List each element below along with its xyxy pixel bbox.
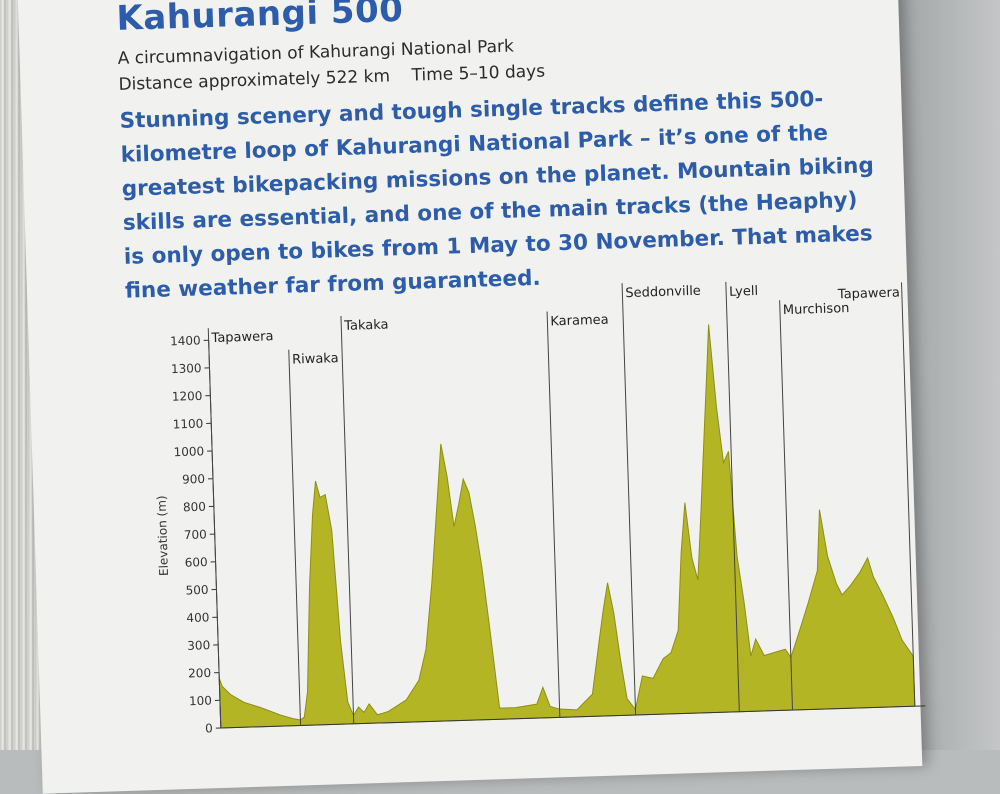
y-tick-label: 1400 xyxy=(170,333,201,348)
y-tick-label: 700 xyxy=(184,527,207,542)
town-label: Seddonville xyxy=(625,284,701,301)
elevation-area xyxy=(209,318,915,728)
town-label: Riwaka xyxy=(292,351,339,367)
y-tick-label: 600 xyxy=(184,555,207,570)
y-tick-label: 800 xyxy=(183,500,206,515)
town-label: Murchison xyxy=(783,301,850,318)
y-tick-label: 300 xyxy=(187,638,210,653)
y-tick-label: 900 xyxy=(182,472,205,487)
time-text: Time 5–10 days xyxy=(411,61,545,85)
town-label: Takaka xyxy=(343,318,389,334)
town-marker-line xyxy=(780,300,793,710)
town-label: Tapawera xyxy=(837,285,900,302)
book-page: Kahurangi 500 A circumnavigation of Kahu… xyxy=(18,0,923,794)
y-axis-title: Elevation (m) xyxy=(154,495,171,576)
y-tick-label: 400 xyxy=(186,610,209,625)
elevation-profile-chart: 0 100 200 300 400 500 600 700 800 900 1000 1100 1200… xyxy=(117,262,931,747)
y-tick-label: 1200 xyxy=(172,389,203,404)
y-tick-label: 1300 xyxy=(171,361,202,376)
town-label: Tapawera xyxy=(210,329,273,346)
town-label: Lyell xyxy=(729,284,758,300)
y-tick-label: 1100 xyxy=(172,417,203,432)
y-tick-label: 1000 xyxy=(173,444,204,459)
distance-text: Distance approximately 522 km xyxy=(118,66,390,95)
town-marker-line xyxy=(547,312,560,718)
y-tick-label: 500 xyxy=(185,583,208,598)
page-title: Kahurangi 500 xyxy=(116,0,404,39)
town-label: Karamea xyxy=(550,313,609,330)
town-marker-line xyxy=(289,350,301,726)
y-tick-label: 100 xyxy=(189,694,212,709)
town-marker-line xyxy=(622,283,636,715)
y-tick-label: 200 xyxy=(188,666,211,681)
y-tick-label: 0 xyxy=(205,721,213,735)
